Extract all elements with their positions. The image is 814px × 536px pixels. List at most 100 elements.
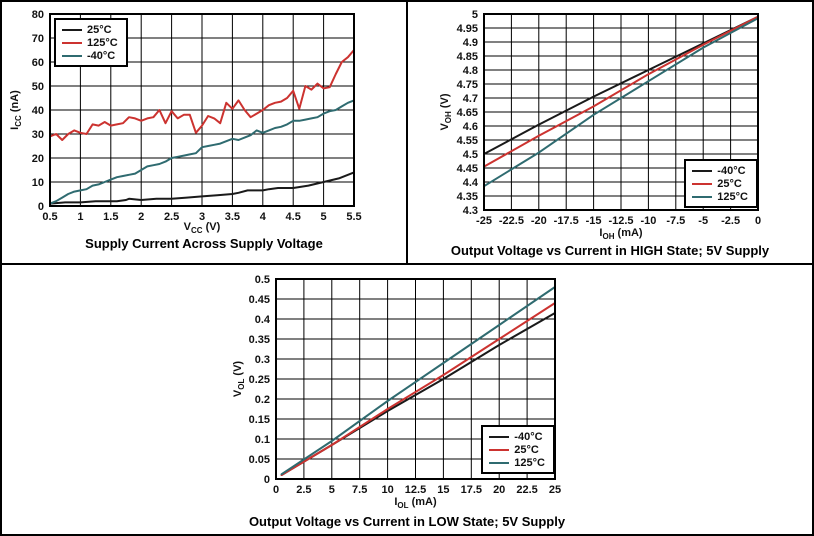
x-tick-label: 5 (329, 484, 335, 496)
y-tick-label: 0.15 (249, 414, 270, 426)
y-tick-label: 4.65 (457, 107, 478, 119)
x-tick-labels: 0 2.5 5 7.5 10 12.5 15 17.5 20 22.5 25 (273, 484, 561, 496)
legend-line-sample (62, 28, 82, 31)
voh-vs-ioh-chart: -25 -22.5 -20 -17.5 -15 -12.5 -10 -7.5 -5 -2.5 0 4.… (457, 9, 761, 227)
legend-label: 125°C (717, 190, 748, 203)
y-tick-label: 0.35 (249, 334, 270, 346)
x-tick-label: -2.5 (721, 215, 740, 227)
grid-lines (50, 14, 354, 206)
series-line-125C (49, 49, 355, 141)
legend-line-sample (62, 54, 82, 57)
y-tick-label: 4.5 (463, 149, 478, 161)
legend-label: 125°C (514, 456, 545, 469)
legend-item: -40°C (692, 164, 748, 177)
legend-label: 25°C (717, 177, 742, 190)
y-tick-label: 4.3 (463, 205, 478, 217)
y-tick-label: 0.2 (255, 394, 270, 406)
x-tick-label: -15 (586, 215, 602, 227)
x-tick-label: 0.5 (42, 211, 57, 223)
x-tick-label: 1 (77, 211, 83, 223)
y-tick-label: 4.45 (457, 163, 478, 175)
x-tick-label: 17.5 (461, 484, 482, 496)
legend-item: 25°C (692, 177, 748, 190)
top-row: 0.5 1 1.5 2 2.5 3 3.5 4 4.5 5 5.5 0 10 20 30 40 50 60 70 80… (2, 2, 812, 265)
legend-label: -40°C (514, 430, 543, 443)
y-tick-label: 20 (32, 153, 44, 165)
legend-label: 25°C (514, 443, 539, 456)
legend-label: 125°C (87, 36, 118, 49)
x-tick-label: 7.5 (352, 484, 367, 496)
y-tick-label: 60 (32, 57, 44, 69)
x-tick-label: 3.5 (225, 211, 240, 223)
x-tick-label: -22.5 (499, 215, 524, 227)
y-tick-label: 0 (38, 201, 44, 213)
legend-label: -40°C (87, 49, 116, 62)
x-tick-label: -25 (476, 215, 492, 227)
y-tick-label: 5 (472, 9, 478, 21)
series-line--40C (49, 99, 355, 205)
x-tick-label: 22.5 (516, 484, 537, 496)
x-axis-label: IOL (mA) (394, 496, 437, 511)
legend-item: -40°C (62, 49, 118, 62)
y-tick-label: 4.9 (463, 37, 478, 49)
x-tick-labels: 0.5 1 1.5 2 2.5 3 3.5 4 4.5 5 5.5 (42, 211, 361, 223)
x-tick-label: 1.5 (103, 211, 118, 223)
x-tick-label: 12.5 (405, 484, 426, 496)
legend-voh-high-state: -40°C 25°C 125°C (684, 159, 758, 208)
x-tick-label: 0 (755, 215, 761, 227)
y-tick-labels: 4.3 4.35 4.4 4.45 4.5 4.55 4.6 4.65 4.7 4.75 4.8 4.… (457, 9, 479, 217)
y-tick-labels: 0 0.05 0.1 0.15 0.2 0.25 0.3 0.35 0.4 0.45 0.5 (249, 274, 271, 486)
y-axis-label: VOL (V) (231, 360, 247, 398)
x-tick-label: 10 (381, 484, 393, 496)
legend-item: 125°C (489, 456, 545, 469)
chart-panel-vol-low-state: 0 2.5 5 7.5 10 12.5 15 17.5 20 22.5 25 0 0.05 0.1 0.15… (2, 265, 812, 534)
y-tick-label: 4.85 (457, 51, 478, 63)
legend-label: 25°C (87, 23, 112, 36)
y-tick-label: 30 (32, 129, 44, 141)
y-tick-label: 4.7 (463, 93, 478, 105)
legend-line-sample (489, 461, 510, 464)
y-tick-label: 50 (32, 81, 44, 93)
y-tick-label: 0.5 (255, 274, 270, 286)
plot-frame (483, 13, 759, 211)
x-tick-label: -12.5 (608, 215, 633, 227)
y-tick-label: 10 (32, 177, 44, 189)
y-tick-label: 40 (32, 105, 44, 117)
x-tick-label: 2 (138, 211, 144, 223)
y-tick-label: 4.55 (457, 135, 478, 147)
legend-line-sample (692, 169, 713, 172)
x-tick-label: 20 (493, 484, 505, 496)
plot-frame (275, 278, 556, 480)
x-tick-label: 5 (321, 211, 327, 223)
x-axis-label: IOH (mA) (599, 227, 643, 242)
series-line-125C (483, 17, 759, 188)
series-line--40C (483, 15, 759, 155)
legend-item: 125°C (692, 190, 748, 203)
y-tick-label: 0.4 (255, 314, 271, 326)
x-tick-label: 4 (260, 211, 267, 223)
y-tick-label: 4.6 (463, 121, 478, 133)
series-lines (280, 286, 556, 476)
legend-item: 125°C (62, 36, 118, 49)
y-tick-label: 0.3 (255, 354, 270, 366)
plot-frame (49, 13, 355, 207)
y-axis-label: VOH (V) (438, 93, 454, 131)
legend-line-sample (489, 435, 510, 438)
chart-panel-voh-high-state: -25 -22.5 -20 -17.5 -15 -12.5 -10 -7.5 -5 -2.5 0 4.… (408, 2, 812, 263)
legend-vol-low-state: -40°C 25°C 125°C (481, 425, 555, 474)
chart-panel-supply-current: 0.5 1 1.5 2 2.5 3 3.5 4 4.5 5 5.5 0 10 20 30 40 50 60 70 80… (2, 2, 408, 263)
x-tick-label: 3 (199, 211, 205, 223)
supply-current-chart: 0.5 1 1.5 2 2.5 3 3.5 4 4.5 5 5.5 0 10 20 30 40 50 60 70 80 (32, 9, 362, 223)
chart-title: Output Voltage vs Current in LOW State; … (248, 514, 566, 529)
legend-line-sample (692, 182, 713, 185)
y-tick-label: 4.75 (457, 79, 478, 91)
y-tick-label: 4.4 (463, 177, 479, 189)
legend-supply-current: 25°C 125°C -40°C (54, 18, 128, 67)
y-tick-label: 4.95 (457, 23, 478, 35)
x-tick-label: -7.5 (666, 215, 685, 227)
chart-title: Supply Current Across Supply Voltage (85, 236, 323, 251)
y-axis-label: ICC (nA) (8, 90, 24, 130)
y-tick-label: 0.45 (249, 294, 270, 306)
legend-line-sample (489, 448, 510, 451)
